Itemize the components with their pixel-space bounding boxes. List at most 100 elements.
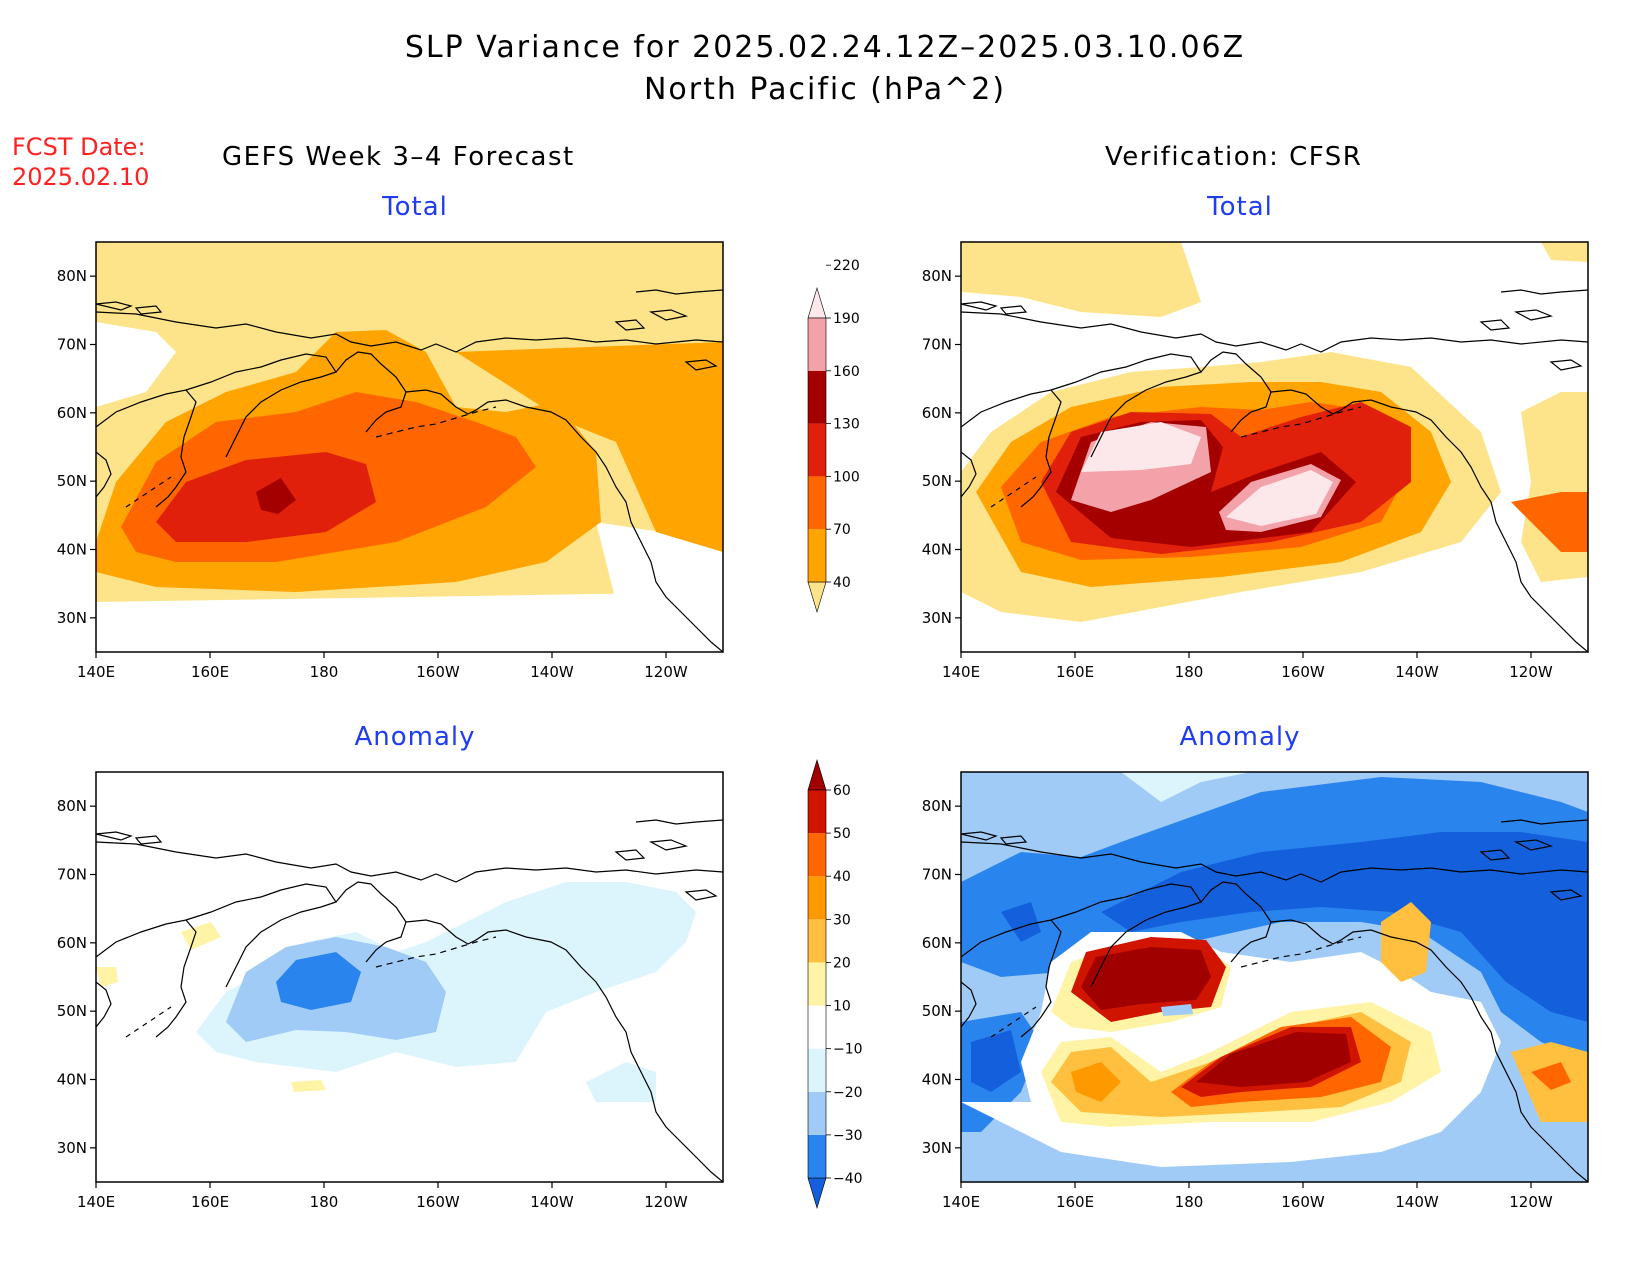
lat-tick-label: 80N [922, 267, 952, 285]
lon-tick-label: 160W [1281, 663, 1325, 681]
lat-tick-label: 80N [922, 797, 952, 815]
colorbar-label: 160 [833, 364, 860, 380]
gefs-total-map [96, 242, 723, 652]
colorbar-label: 40 [833, 869, 851, 885]
colorbar-box [808, 1134, 826, 1178]
lon-tick-label: 140E [942, 663, 980, 681]
lon-tick-label: 140E [77, 663, 115, 681]
colorbar-box [808, 1005, 826, 1049]
lon-tick-label: 180 [310, 663, 339, 681]
lon-tick-label: 160W [416, 663, 460, 681]
lat-tick-label: 40N [922, 541, 952, 559]
lon-tick-label: 140W [530, 663, 574, 681]
cfsr-total-frame [960, 241, 1589, 653]
bottom-left-subtitle: Anomaly [354, 722, 476, 752]
lon-tick-label: 160E [1056, 663, 1094, 681]
colorbar-box [808, 876, 826, 920]
axes-layer: 140E 160E 180 160W 140W 120W 80N 70N 60N 50N 40N 30… [57, 267, 1553, 1211]
top-right-subtitle: Total [1207, 192, 1273, 222]
lon-tick-label: 120W [1509, 663, 1553, 681]
colorbar-box [808, 1048, 826, 1092]
left-column-header: GEFS Week 3–4 Forecast [222, 142, 575, 172]
colorbar-frame [807, 317, 827, 583]
main-title: SLP Variance for 2025.02.24.12Z–2025.03.… [404, 30, 1246, 65]
colorbar-label: 40 [833, 575, 851, 591]
lat-tick-label: 30N [57, 609, 87, 627]
colorbar-label: 190 [833, 311, 860, 327]
colorbar-box [808, 318, 826, 371]
lon-tick-label: 180 [1175, 1193, 1204, 1211]
colorbar-label: −10 [833, 1042, 863, 1058]
colorbar-box [808, 476, 826, 530]
lat-tick-label: 30N [922, 1139, 952, 1157]
lon-tick-label: 120W [1509, 1193, 1553, 1211]
cfsr-anomaly-frame [960, 771, 1589, 1183]
lat-tick-label: 80N [57, 267, 87, 285]
lon-tick-label: 140E [77, 1193, 115, 1211]
lat-tick-label: 60N [57, 404, 87, 422]
lat-tick-label: 80N [57, 797, 87, 815]
lon-tick-label: 180 [310, 1193, 339, 1211]
colorbar-bottom-triangle [807, 1177, 827, 1210]
colorbar-label: 10 [833, 999, 851, 1015]
lon-tick-label: 160E [191, 1193, 229, 1211]
cfsr-total-map [961, 242, 1588, 652]
lon-tick-label: 140W [1395, 1193, 1439, 1211]
colorbar-box [808, 529, 826, 582]
anomaly-colorbar: −40 −30 −20 −10 10 20 30 40 50 60 [807, 758, 863, 1210]
top-left-subtitle: Total [382, 192, 448, 222]
colorbar-box [808, 790, 826, 834]
colorbar-label: 50 [833, 826, 851, 842]
colorbar-box [808, 833, 826, 877]
colorbar-top-triangle [807, 286, 827, 319]
colorbar-box [808, 962, 826, 1006]
colorbar-top-triangle [807, 758, 827, 791]
total-colorbar: 40 70 100 130 160 190 220 [807, 258, 860, 614]
lat-tick-label: 40N [57, 1071, 87, 1089]
lon-tick-label: 160W [416, 1193, 460, 1211]
colorbar-label: 20 [833, 955, 851, 971]
colorbar-box [808, 1091, 826, 1135]
lat-tick-label: 50N [57, 1002, 87, 1020]
lat-tick-label: 30N [922, 609, 952, 627]
lat-tick-label: 70N [922, 336, 952, 354]
lon-tick-label: 140E [942, 1193, 980, 1211]
gefs-anomaly-frame [95, 771, 724, 1183]
colorbar-box [808, 370, 826, 424]
lat-tick-label: 30N [57, 1139, 87, 1157]
colorbar-label: 70 [833, 522, 851, 538]
lat-tick-label: 70N [57, 866, 87, 884]
colorbar-bottom-triangle [807, 581, 827, 614]
lat-tick-label: 40N [57, 541, 87, 559]
lon-tick-label: 160W [1281, 1193, 1325, 1211]
lat-tick-label: 60N [922, 404, 952, 422]
main-subtitle: North Pacific (hPa^2) [643, 72, 1007, 107]
lat-tick-label: 40N [922, 1071, 952, 1089]
lon-tick-label: 160E [1056, 1193, 1094, 1211]
lat-tick-label: 60N [922, 934, 952, 952]
lat-tick-label: 60N [57, 934, 87, 952]
lon-tick-label: 180 [1175, 663, 1204, 681]
colorbar-box [808, 423, 826, 477]
lon-tick-label: 140W [1395, 663, 1439, 681]
colorbar-label: 30 [833, 912, 851, 928]
lon-tick-label: 120W [644, 1193, 688, 1211]
fcst-date-label: FCST Date: [12, 133, 146, 161]
fcst-date-value: 2025.02.10 [12, 163, 150, 191]
colorbar-label: −40 [833, 1171, 863, 1187]
right-column-header: Verification: CFSR [1105, 142, 1363, 172]
colorbar-label: −30 [833, 1128, 863, 1144]
lon-tick-label: 160E [191, 663, 229, 681]
gefs-anomaly-map [96, 772, 723, 1182]
lon-tick-label: 140W [530, 1193, 574, 1211]
lat-tick-label: 50N [57, 472, 87, 490]
bottom-right-subtitle: Anomaly [1179, 722, 1301, 752]
lat-tick-label: 70N [922, 866, 952, 884]
cfsr-anomaly-map [961, 772, 1588, 1182]
colorbar-label: 220 [833, 258, 860, 274]
lon-tick-label: 120W [644, 663, 688, 681]
colorbar-frame [807, 789, 827, 1179]
lat-tick-label: 50N [922, 472, 952, 490]
lat-tick-label: 70N [57, 336, 87, 354]
